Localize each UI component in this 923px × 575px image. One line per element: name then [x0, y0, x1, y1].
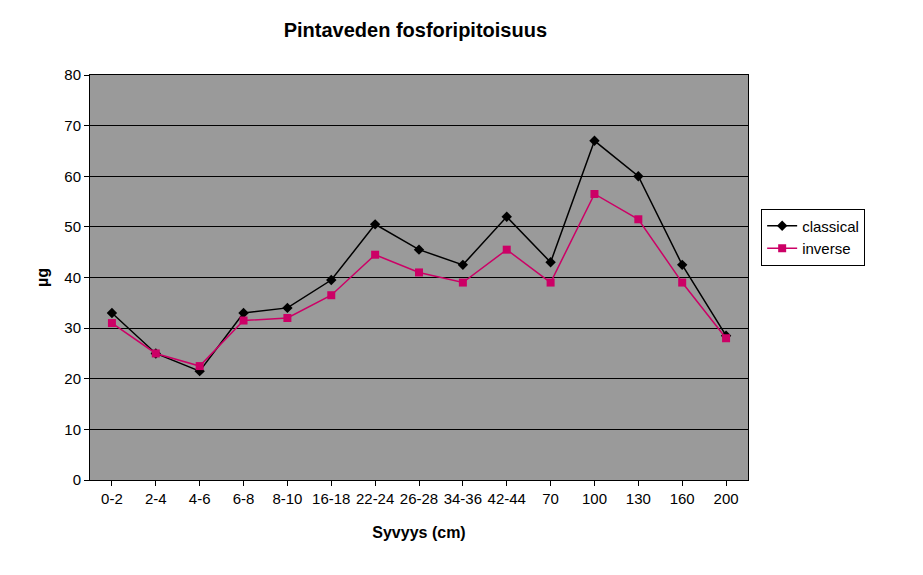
svg-text:inverse: inverse: [802, 240, 850, 257]
svg-text:22-24: 22-24: [356, 490, 394, 507]
svg-text:2-4: 2-4: [145, 490, 167, 507]
svg-text:70: 70: [64, 117, 81, 134]
svg-text:34-36: 34-36: [444, 490, 482, 507]
svg-text:100: 100: [582, 490, 607, 507]
svg-text:10: 10: [64, 421, 81, 438]
svg-text:16-18: 16-18: [312, 490, 350, 507]
svg-text:6-8: 6-8: [233, 490, 255, 507]
svg-text:20: 20: [64, 370, 81, 387]
svg-text:30: 30: [64, 319, 81, 336]
svg-text:0-2: 0-2: [101, 490, 123, 507]
svg-text:50: 50: [64, 218, 81, 235]
svg-text:60: 60: [64, 168, 81, 185]
svg-text:40: 40: [64, 269, 81, 286]
svg-text:Pintaveden fosforipitoisuus: Pintaveden fosforipitoisuus: [284, 19, 547, 41]
svg-text:160: 160: [670, 490, 695, 507]
svg-text:Syvyys (cm): Syvyys (cm): [372, 524, 465, 541]
svg-text:classical: classical: [802, 218, 859, 235]
svg-text:42-44: 42-44: [488, 490, 526, 507]
svg-text:4-6: 4-6: [189, 490, 211, 507]
svg-text:70: 70: [542, 490, 559, 507]
svg-text:130: 130: [626, 490, 651, 507]
svg-text:µg: µg: [34, 268, 51, 287]
svg-text:26-28: 26-28: [400, 490, 438, 507]
svg-text:0: 0: [73, 471, 81, 488]
svg-text:80: 80: [64, 66, 81, 83]
svg-text:200: 200: [714, 490, 739, 507]
svg-text:8-10: 8-10: [272, 490, 302, 507]
